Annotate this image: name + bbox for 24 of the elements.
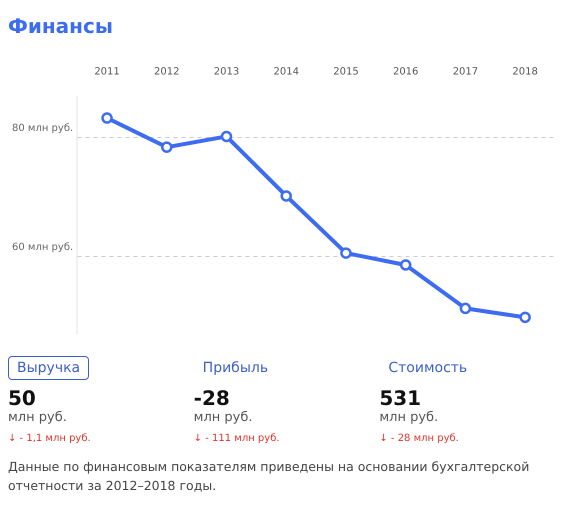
x-tick-label: 2015 (333, 66, 359, 78)
text: ↓ - 28 млн руб. (379, 433, 460, 444)
text: ↓ - 111 млн руб. (194, 433, 281, 444)
x-tick-label: 2014 (273, 66, 299, 78)
text: Стоимость (387, 359, 468, 378)
x-tick-label: 2013 (214, 66, 240, 78)
text: 531 (379, 386, 422, 410)
text: Данные по финансовым показателям приведены на основании бухгалтерской отчетности за 2012–2018 годы. (8, 458, 530, 495)
y-tick-label: 80 млн руб. (12, 123, 74, 134)
chart-title: Финансы (8, 14, 113, 38)
x-tick-label: 2018 (512, 66, 538, 78)
text: млн руб. (8, 410, 68, 425)
text: -28 (194, 386, 231, 410)
text: Выручка (8, 356, 90, 380)
text: 50 (8, 386, 37, 410)
x-tick-label: 2012 (154, 66, 180, 78)
x-tick-label: 2017 (452, 66, 478, 78)
x-tick-label: 2011 (94, 66, 120, 78)
text: млн руб. (379, 410, 440, 425)
y-tick-label: 60 млн руб. (12, 242, 74, 254)
x-tick-label: 2016 (392, 66, 418, 78)
text: млн руб. (194, 410, 254, 425)
text: Прибыль (202, 359, 270, 378)
text: ↓ - 1,1 млн руб. (8, 433, 92, 444)
